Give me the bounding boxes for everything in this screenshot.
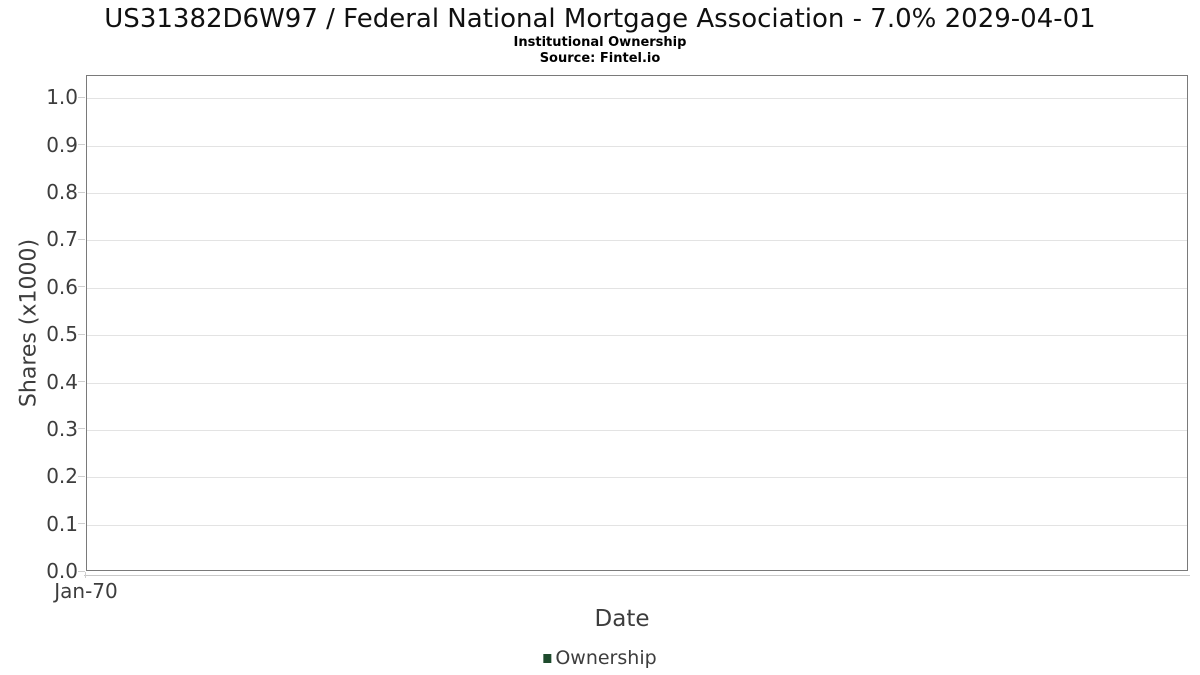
y-tick-mark: [78, 238, 85, 240]
legend-square-icon: [543, 653, 552, 663]
y-tick-label: 0.2: [46, 464, 78, 489]
x-tick-mark: [85, 572, 86, 578]
gridline: [87, 287, 1187, 289]
y-tick-mark: [78, 286, 85, 288]
y-tick-label: 0.7: [46, 227, 78, 252]
y-tick-label: 0.8: [46, 180, 78, 204]
gridline: [87, 98, 1187, 100]
y-tick-label: 0.0: [46, 559, 78, 583]
plot-area: [86, 75, 1188, 571]
gridline: [87, 429, 1187, 431]
x-axis-label: Date: [594, 606, 650, 632]
y-tick-label: 0.4: [46, 369, 78, 394]
y-tick-mark: [78, 96, 85, 98]
chart-title: US31382D6W97 / Federal National Mortgage…: [104, 4, 1096, 34]
y-tick-mark: [78, 191, 85, 193]
gridline: [87, 382, 1187, 384]
legend-label: Ownership: [555, 647, 657, 669]
y-tick-label: 0.3: [46, 416, 78, 441]
y-tick-mark: [78, 570, 85, 572]
y-tick-label: 0.1: [46, 511, 78, 536]
x-axis-line: [84, 575, 1190, 576]
y-tick-label: 0.5: [46, 322, 78, 347]
x-tick-label: Jan-70: [54, 579, 118, 603]
gridline: [87, 240, 1187, 242]
y-tick-label: 1.0: [46, 85, 78, 110]
gridline: [87, 477, 1187, 479]
y-tick-label: 0.9: [46, 132, 78, 157]
y-tick-mark: [78, 475, 85, 477]
legend-item-ownership[interactable]: Ownership: [543, 647, 657, 669]
chart-source: Source: Fintel.io: [539, 51, 661, 66]
y-tick-mark: [78, 144, 85, 146]
gridline: [87, 193, 1187, 194]
y-tick-mark: [78, 523, 85, 525]
gridline: [87, 524, 1187, 526]
y-axis-label: Shares (x1000): [16, 238, 42, 408]
gridline: [87, 145, 1187, 147]
y-tick-mark: [78, 333, 85, 335]
gridline: [87, 335, 1187, 337]
y-tick-label: 0.6: [46, 274, 78, 299]
y-tick-mark: [78, 428, 85, 430]
plot-wrap: Jan-70 1.0 0.9 0.8 0.7 0.6 0.5 0.4 0.3 0.2 0.1 0.0: [46, 75, 1190, 601]
y-tick-mark: [78, 381, 85, 382]
chart-subtitle: Institutional Ownership: [513, 35, 687, 50]
